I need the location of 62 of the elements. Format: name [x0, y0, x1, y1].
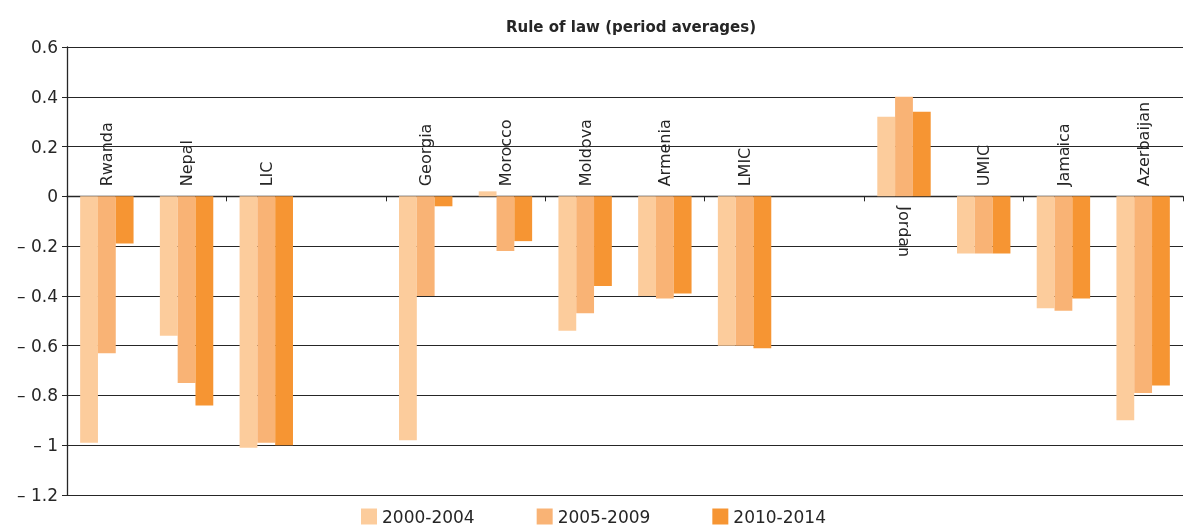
legend-label: 2000-2004 — [382, 506, 475, 527]
y-tick-label: – 0.6 — [17, 335, 58, 356]
bar — [558, 196, 577, 331]
y-tick-label: – 0.8 — [17, 385, 58, 406]
bar — [753, 196, 772, 349]
x-tick-label: Rwanda — [97, 122, 117, 187]
x-tick-label: Azerbaijan — [1133, 101, 1153, 187]
x-tick-label: Morocco — [495, 119, 515, 187]
y-tick-label: 0.4 — [30, 86, 58, 107]
bar — [594, 196, 612, 286]
x-tick-label: LMIC — [735, 147, 755, 187]
bar — [992, 196, 1011, 254]
bar — [655, 196, 674, 299]
x-tick-label: Armenia — [655, 119, 675, 187]
bar — [717, 196, 736, 346]
x-tick-label: Georgia — [416, 123, 436, 187]
bar — [80, 196, 98, 443]
bar — [1134, 196, 1153, 393]
y-tick-label: – 1 — [33, 435, 58, 456]
y-tick-label: – 1.2 — [17, 485, 58, 505]
bar — [974, 196, 993, 254]
bar — [576, 196, 595, 314]
x-tick-label: LIC — [256, 161, 276, 187]
x-tick-label: Jamaica — [1053, 123, 1073, 188]
bar — [195, 196, 214, 406]
bar — [877, 116, 896, 197]
bar — [1054, 196, 1073, 311]
bar — [912, 111, 931, 197]
bar — [115, 196, 134, 244]
y-tick-label: – 0.2 — [17, 236, 58, 257]
bar — [1152, 196, 1170, 386]
x-tick-label: Jordan — [894, 205, 914, 258]
bar — [177, 196, 196, 383]
bar — [257, 196, 276, 443]
bar — [399, 196, 417, 441]
bar — [478, 191, 497, 197]
bar — [638, 196, 656, 296]
bar — [957, 196, 975, 254]
bar — [1036, 196, 1055, 309]
legend-label: 2010-2014 — [733, 506, 826, 527]
bar — [514, 196, 533, 242]
bar — [159, 196, 178, 336]
bar — [275, 196, 293, 446]
bar — [1072, 196, 1091, 299]
x-tick-label: Moldova — [575, 119, 595, 187]
y-tick-label: 0 — [47, 186, 58, 207]
bar — [434, 196, 453, 207]
bar — [1116, 196, 1135, 421]
x-tick-label: UMIC — [974, 144, 994, 187]
bar — [895, 96, 913, 197]
bar — [97, 196, 116, 354]
x-tick-label: Nepal — [177, 140, 197, 187]
y-tick-label: 0.6 — [30, 37, 58, 57]
y-tick-label: 0.2 — [30, 136, 58, 157]
bar — [239, 196, 258, 448]
bar — [496, 196, 515, 252]
bar — [735, 196, 754, 346]
bar — [416, 196, 435, 296]
legend-label: 2005-2009 — [557, 506, 651, 527]
chart-title: Rule of law (period averages) — [505, 17, 757, 36]
y-tick-label: – 0.4 — [17, 285, 58, 306]
bar — [673, 196, 692, 294]
